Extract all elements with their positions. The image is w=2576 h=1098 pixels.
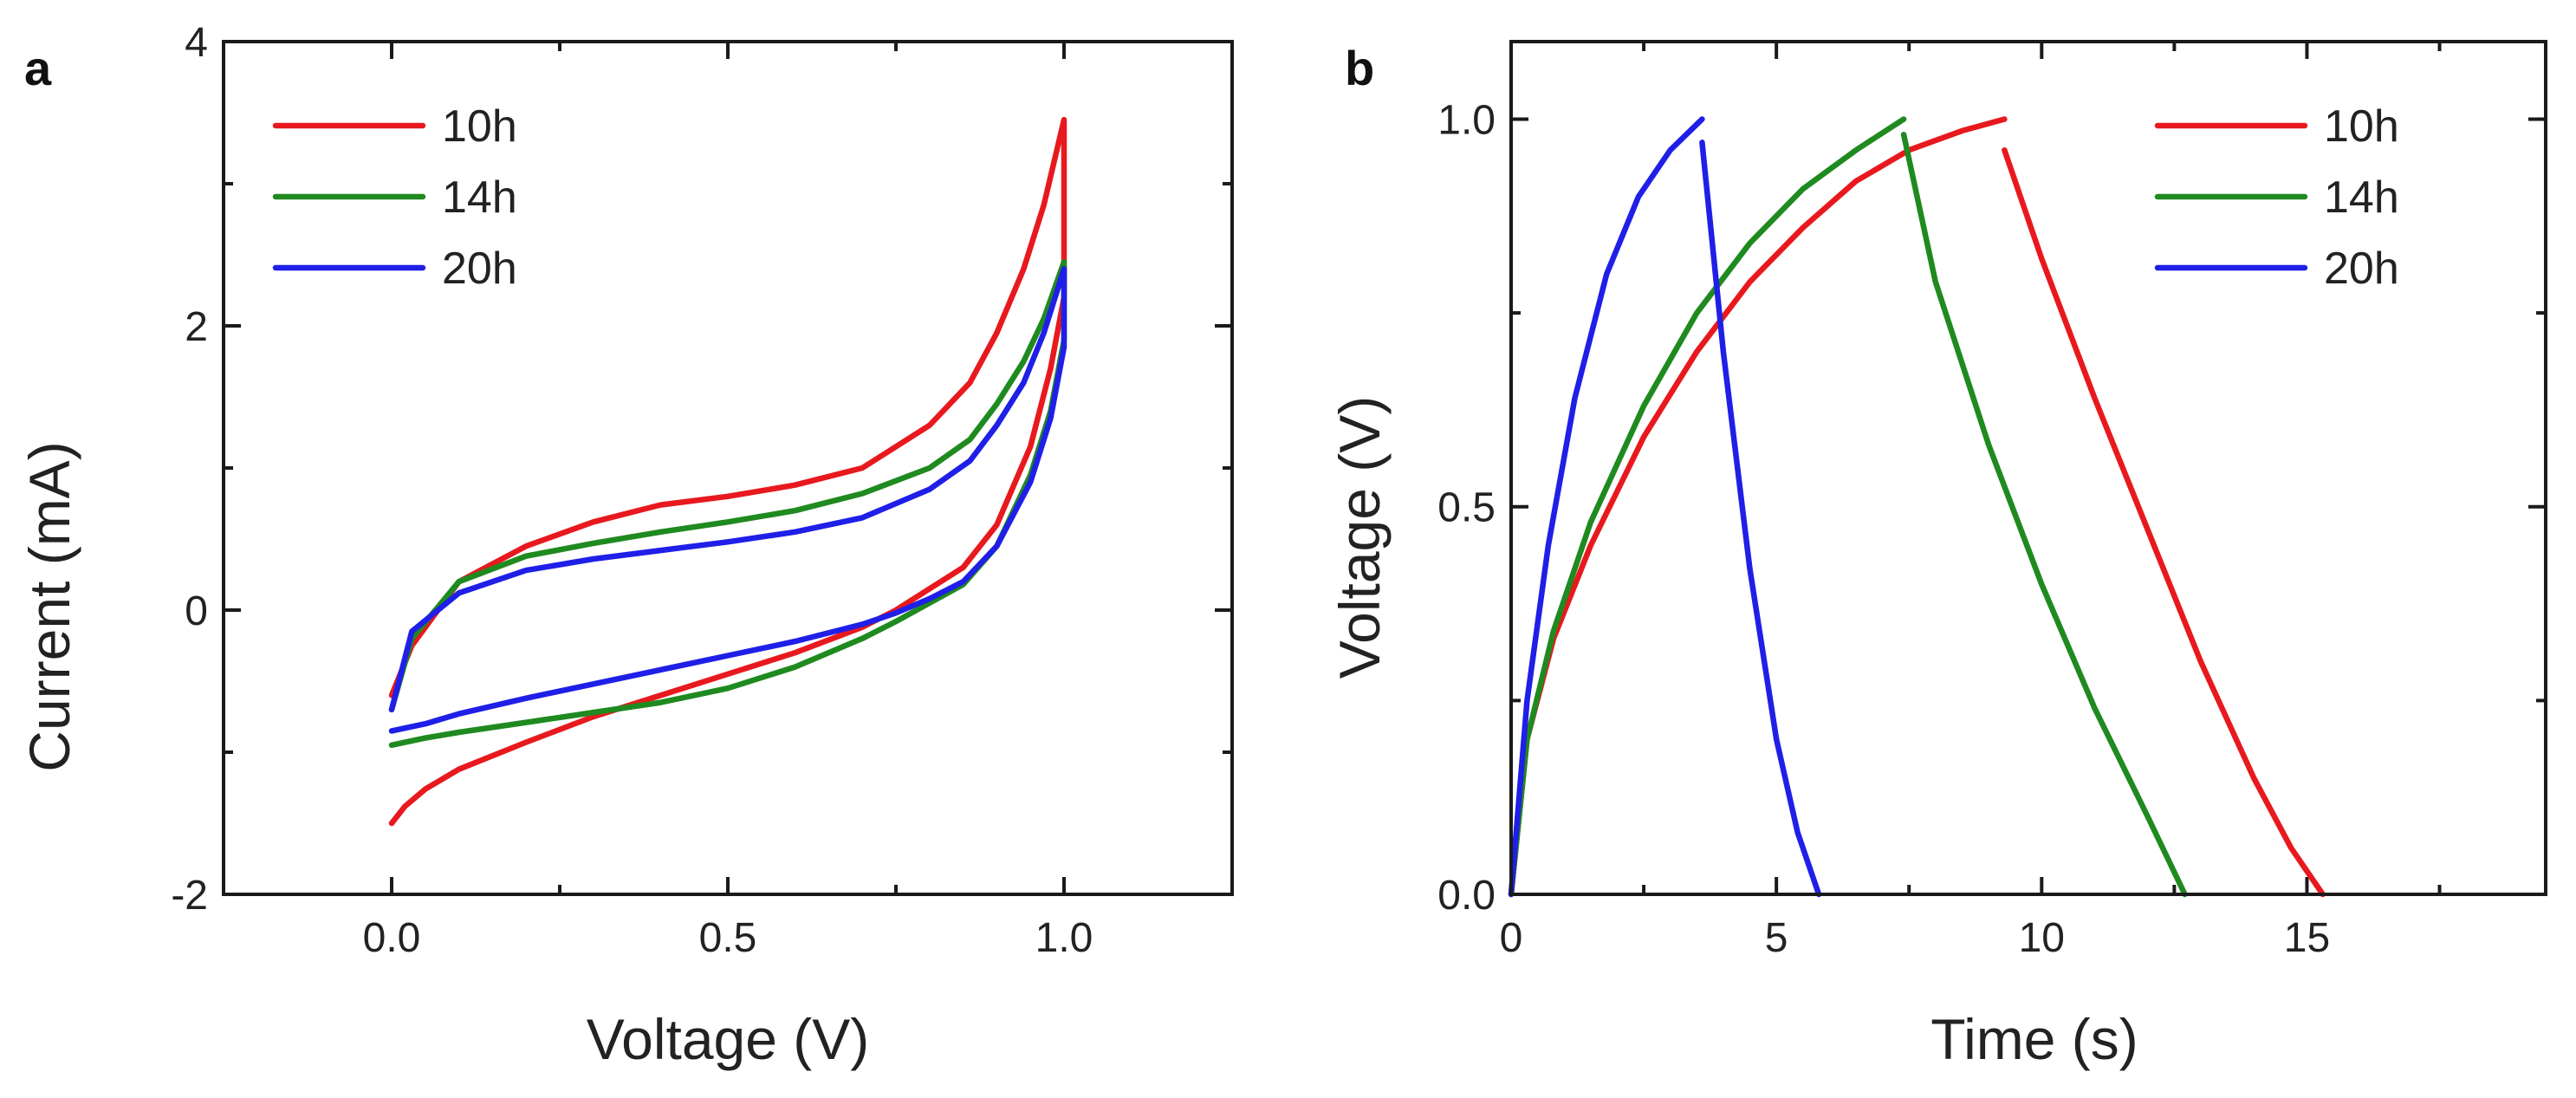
panel-b-plot-frame (1509, 40, 2547, 896)
panel-b-label: b (1345, 41, 1374, 95)
x-tick-label: 5 (1765, 915, 1788, 961)
y-tick-label: 1.0 (1437, 97, 1496, 143)
y-tick-label: 0 (185, 588, 208, 634)
panel-a-x-axis-label: Voltage (V) (587, 1007, 870, 1071)
panel-b-chart: b Voltage (V) Time (s) 0 5 10 15 0.0 0.5 1.0 1… (1327, 40, 2547, 1071)
series-line-20h (388, 266, 1067, 734)
series-line-10h (1508, 116, 2326, 898)
legend-label-20h: 20h (2324, 244, 2399, 294)
series-line-10h (388, 116, 1067, 827)
legend-label-10h: 10h (442, 101, 517, 152)
y-tick-label: 4 (185, 20, 208, 66)
y-tick-label: 0.5 (1437, 485, 1496, 531)
x-tick-label: 0.0 (363, 915, 421, 961)
legend-label-14h: 14h (442, 172, 517, 223)
series-line-20h (1508, 116, 1822, 898)
panel-b-y-axis-label: Voltage (V) (1327, 396, 1392, 679)
y-tick-label: 0.0 (1437, 873, 1496, 919)
x-tick-label: 1.0 (1035, 915, 1093, 961)
series-line-14h (1508, 116, 2188, 898)
y-tick-label: 2 (185, 304, 208, 350)
panel-a-y-axis-label: Current (mA) (17, 441, 81, 771)
legend-label-20h: 20h (442, 244, 517, 294)
panel-a-label: a (24, 41, 52, 95)
x-tick-label: 10 (2019, 915, 2065, 961)
panel-b-x-axis-label: Time (s) (1930, 1007, 2138, 1071)
x-tick-label: 15 (2284, 915, 2330, 961)
panel-a-chart: a Current (mA) Voltage (V) 0.0 0.5 1.0 -2 0 2… (17, 20, 1234, 1071)
x-tick-label: 0 (1500, 915, 1523, 961)
legend-label-10h: 10h (2324, 101, 2399, 152)
legend-label-14h: 14h (2324, 172, 2399, 223)
panel-a-plot-frame (222, 40, 1234, 896)
x-tick-label: 0.5 (699, 915, 757, 961)
y-tick-label: -2 (171, 873, 208, 919)
